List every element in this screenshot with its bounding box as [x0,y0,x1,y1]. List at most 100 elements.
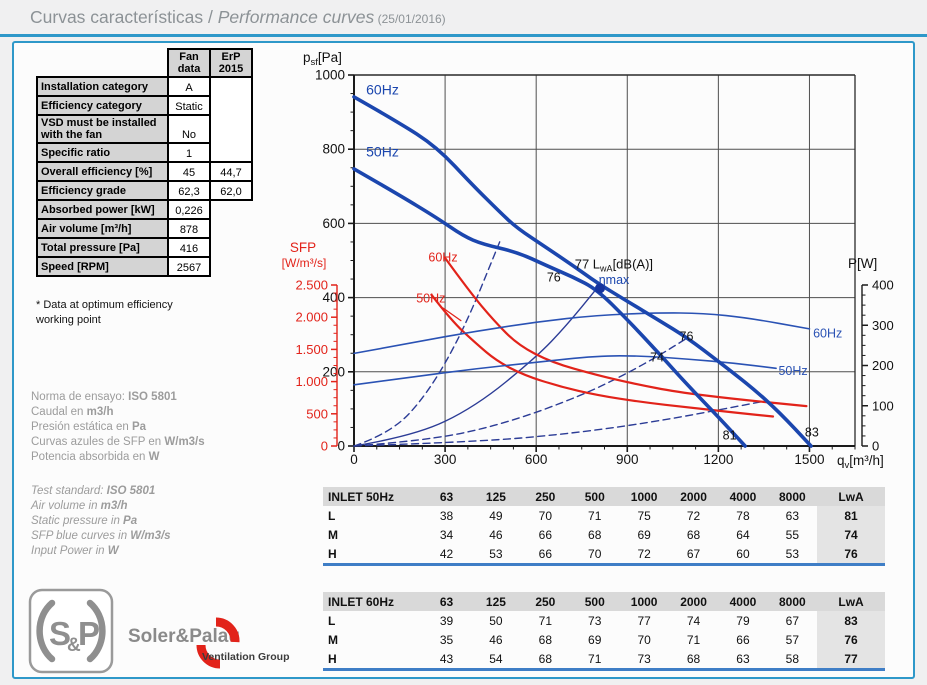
fan-table-label: Air volume [m³/h] [36,218,169,239]
octave-band-header: 1000 [619,592,669,611]
octave-band-value: 70 [637,632,651,647]
fan-table-erp-value: 44,7 [209,161,253,182]
fan-table-label: VSD must be installed with the fan [36,114,169,144]
fan-table-value: 1 [167,142,211,163]
footnote: * Data at optimum efficiency working poi… [36,299,173,326]
octave-band-value: 38 [439,508,454,523]
sp-wordmark: Soler&Palau Ventilation Group [128,617,290,669]
power-tick-label: 200 [872,358,894,373]
note-line: Caudal en m3/h [31,405,271,420]
fan-table-value: 416 [167,237,211,258]
x-axis-title: qv[m³/h] [837,453,884,471]
note-bold: ISO 5801 [128,391,177,403]
octave-band-value: 53 [489,546,503,561]
acoustic-header-row: INLET 60Hz 63 125 250 500 1000 2000 4000 8000 LwA [323,592,885,611]
curve-sfp-50hz [430,293,775,418]
octave-band-header: 63 [421,592,472,611]
octave-band-value: 70 [538,508,552,523]
fan-table-header-row: Fan data ErP 2015 [37,48,253,78]
lwa-value: 76 [817,544,885,565]
pressure-tick-label: 400 [322,290,345,305]
octave-band-value: 42 [439,546,454,561]
note-line: Static pressure in Pa [31,514,271,529]
fan-table-label: Efficiency grade [36,180,169,201]
acoustic-table-60hz-wrap: INLET 60Hz 63 125 250 500 1000 2000 4000 8000 LwA… [323,592,888,671]
power-tick-label: 300 [872,318,894,333]
curve-pressure-50hz [352,167,747,448]
note-bold: Pa [123,515,138,527]
octave-band-header: 63 [421,487,472,506]
sfp-tick-label: 2.000 [295,310,328,325]
sfp-tick-label: 2.500 [295,278,328,293]
fan-table-col-header: ErP 2015 [209,48,253,78]
fan-table-value: 0,226 [167,199,211,220]
note-text: Test standard: [31,485,107,497]
x-tick-label: 0 [350,452,358,467]
acoustic-row: M 34 46 66 68 69 68 64 55 74 [323,525,885,544]
x-tick-label: 1500 [794,452,824,467]
lwa-value: 81 [817,506,885,525]
fan-table-row: Total pressure [Pa] 416 [36,237,252,258]
logo-left-arc [36,599,56,663]
octave-band-value: 79 [736,613,750,628]
octave-band-value: 78 [736,508,750,523]
acoustic-row-label: M [328,632,338,647]
note-line: Presión estática en Pa [31,420,271,435]
page-title: Curvas características / Performance cur… [30,7,446,28]
octave-band-value: 72 [637,546,651,561]
octave-band-value: 68 [538,632,552,647]
pressure-tick-label: 800 [322,142,345,157]
acoustic-row: L 38 49 70 71 75 72 78 63 81 [323,506,885,525]
curve-system-line-h [353,241,501,447]
acoustic-table: INLET 50Hz 63 125 250 500 1000 2000 4000 8000 LwA… [323,487,885,566]
note-line: Potencia absorbida en W [31,450,271,465]
octave-band-value: 64 [736,527,750,542]
fan-table-row: Efficiency grade 62,3 62,0 [36,180,253,201]
octave-band-value: 54 [489,651,503,666]
octave-band-value: 35 [439,632,454,647]
octave-band-header: 2000 [668,487,719,506]
octave-band-value: 71 [588,651,602,666]
fan-table-corner [37,49,168,77]
sfp-60hz-label: 60Hz [428,251,457,265]
sub-brand-text: Ventilation Group [202,651,290,663]
title-underline [0,34,927,37]
note-text: Air volume in [31,500,101,512]
octave-band-value: 68 [686,651,701,666]
note-line: Input Power in W [31,544,271,559]
note-text: SFP blue curves in [31,530,131,542]
octave-band-value: 74 [686,613,701,628]
octave-band-value: 68 [588,527,602,542]
sound-power-annotation: 77 LwA[dB(A)] [575,257,653,274]
octave-band-value: 60 [736,546,750,561]
octave-band-value: 57 [785,632,800,647]
octave-band-value: 63 [785,508,800,523]
fan-table-label: Overall efficiency [%] [36,161,169,182]
pressure-60hz-label: 60Hz [366,81,399,97]
title-spanish: Curvas características [30,7,204,27]
fan-table-label: Speed [RPM] [36,256,169,277]
acoustic-row-label: L [328,508,336,523]
note-line: Curvas azules de SFP en W/m3/s [31,435,271,450]
notes-english: Test standard: ISO 5801 Air volume in m3/… [31,484,271,559]
logo-letter-s: S [49,615,71,652]
lwa-value: 76 [817,630,885,649]
fan-table-row: Installation category A [36,76,253,163]
octave-band-value: 73 [588,613,602,628]
logo-frame [28,588,114,674]
fan-table-value: Static [167,95,211,116]
acoustic-row: L 39 50 71 73 77 74 79 67 83 [323,611,885,630]
note-bold: m3/h [100,500,128,512]
octave-band-value: 66 [538,527,552,542]
note-text: Norma de ensayo: [31,391,129,403]
title-date: (25/01/2016) [374,12,446,26]
acoustic-row-label: M [328,527,338,542]
lwa-value: 77 [817,649,885,670]
acoustic-table-50hz-wrap: INLET 50Hz 63 125 250 500 1000 2000 4000 8000 LwA… [323,487,888,566]
power-tick-label: 400 [872,278,894,293]
fan-table-label: Efficiency category [36,95,169,116]
brand-text: Soler&Palau [128,626,240,647]
sp-logo: S & P [28,588,114,674]
curve-sfp-50hz-leader [442,307,462,322]
